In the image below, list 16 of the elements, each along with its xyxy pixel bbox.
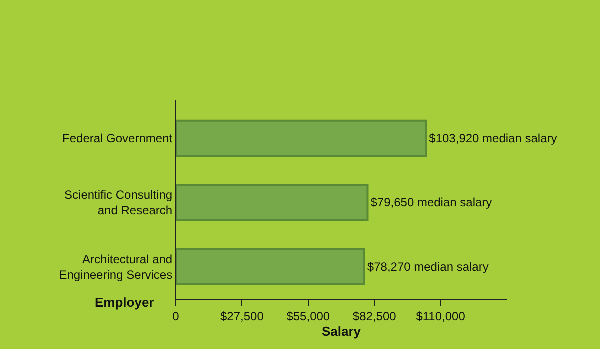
- x-tick-label: $110,000: [416, 309, 466, 324]
- x-tick-label: $55,000: [286, 309, 330, 324]
- x-tick-label: $82,500: [352, 309, 397, 324]
- x-tick-label: $27,500: [220, 309, 264, 324]
- x-tick-label: 0: [172, 309, 180, 324]
- bar: [176, 120, 428, 158]
- data-label: $103,920 median salary: [429, 132, 558, 146]
- bar: [176, 184, 369, 222]
- y-tick-label: Federal Government: [62, 132, 174, 146]
- y-axis-title: Employer: [95, 295, 154, 310]
- y-tick-label: Scientific Consulting and Research: [64, 188, 173, 218]
- x-axis-title: Salary: [322, 324, 362, 339]
- data-label: $79,650 median salary: [370, 196, 492, 210]
- y-tick-label: Architectural and Engineering Services: [59, 252, 173, 282]
- data-label: $78,270 median salary: [367, 260, 489, 274]
- bar: [176, 248, 366, 286]
